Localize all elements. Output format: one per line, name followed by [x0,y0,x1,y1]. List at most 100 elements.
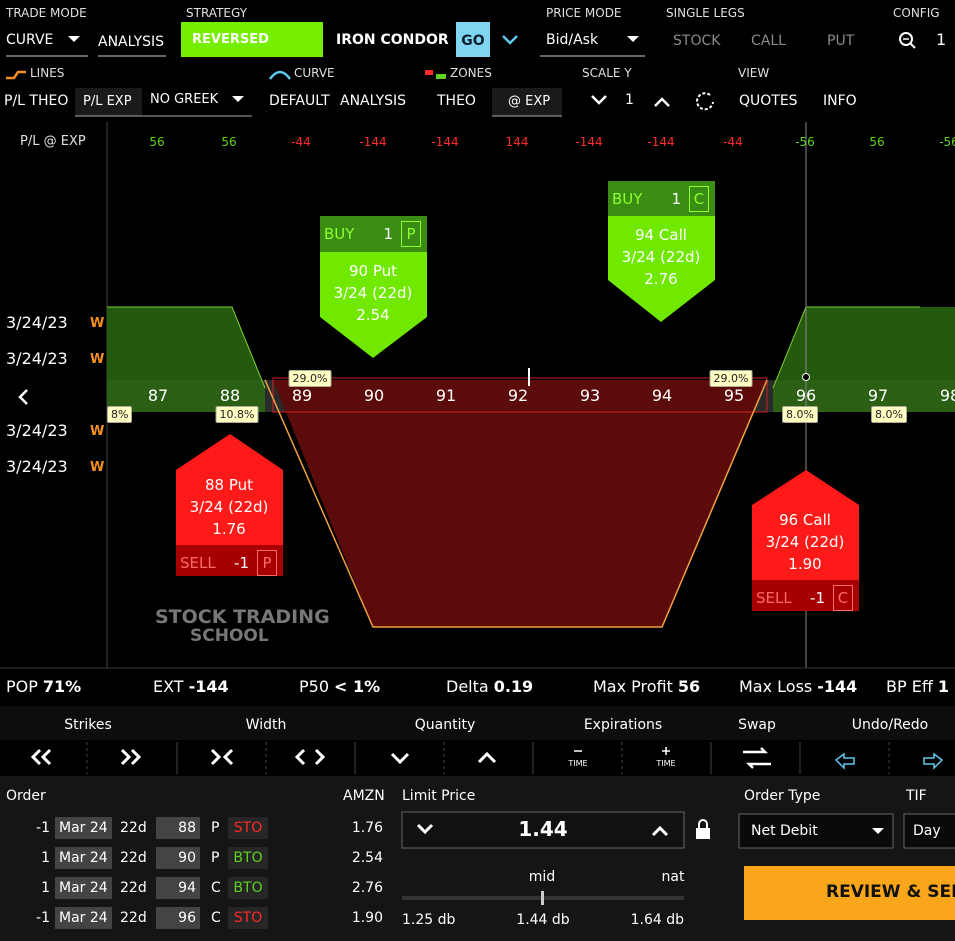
leg-body[interactable] [752,470,859,580]
option[interactable]: CALL [751,33,786,49]
label: TIF [906,788,927,804]
leg-detail: 88 Put [204,476,254,494]
leg-body[interactable] [320,252,427,358]
control-icons[interactable] [30,747,944,770]
option[interactable]: @ EXP [508,94,551,109]
limit-box[interactable] [401,811,685,849]
order-strike[interactable]: 96 [156,907,200,929]
leg-kind[interactable]: P [257,550,277,576]
scroll-left[interactable] [18,389,28,405]
option[interactable]: P/L EXP [83,94,132,109]
submit-text[interactable]: REVIEW & SEND [826,882,955,902]
option[interactable]: ANALYSIS [340,93,407,109]
weekly-flag: W [90,460,105,475]
control-label: Swap [738,717,776,733]
strike: 88 [219,386,241,405]
order-action[interactable]: BTO [228,847,268,869]
option[interactable]: DEFAULT [269,93,330,109]
option[interactable]: P/L THEO [4,93,69,109]
time-label[interactable]: TIME [568,759,588,768]
label: SINGLE LEGS [666,6,745,20]
order-action[interactable]: BTO [228,877,268,899]
pl-value: 56 [149,135,165,149]
strike: 94 [651,386,673,405]
stat-label: BP Eff 1 [886,677,949,696]
percent-label: 8.0% [782,406,818,423]
submit-button[interactable] [744,866,955,920]
chevron[interactable] [502,35,518,45]
stat-value: 1 [937,677,949,696]
option[interactable]: PUT [827,33,855,49]
time-label[interactable]: TIME [656,759,676,768]
dropdown[interactable]: NO GREEK [150,92,219,107]
leg-body[interactable] [176,434,283,545]
pl-value: -44 [723,135,743,149]
control-label: Undo/Redo [851,717,929,733]
zoom-icon[interactable] [899,32,913,46]
dropdown[interactable]: Bid/Ask [546,32,599,48]
option[interactable]: INFO [823,93,857,109]
watermark: SCHOOL [190,626,269,646]
leg-qty[interactable]: 1 [383,225,393,243]
leg-kind[interactable]: C [689,186,709,212]
order-days: 22d [120,820,147,836]
order-exp[interactable]: Mar 24 [55,817,112,839]
scale-arrows[interactable] [591,95,670,107]
order-action[interactable]: STO [228,907,268,929]
refresh-icon[interactable] [696,92,714,111]
order-exp[interactable]: Mar 24 [55,847,112,869]
dropdown[interactable]: Net Debit [751,823,818,839]
order-strike[interactable]: 88 [156,817,200,839]
slider-thumb[interactable] [541,891,544,905]
leg-qty[interactable]: -1 [234,554,249,572]
leg-body[interactable] [608,216,715,322]
label: ZONES [450,66,492,80]
reversed-button[interactable] [181,22,323,57]
order-exp[interactable]: Mar 24 [55,877,112,899]
go-button[interactable] [456,22,490,57]
leg-detail: 3/24 (22d) [333,284,413,302]
order-strike[interactable]: 90 [156,847,200,869]
leg-action[interactable]: SELL [756,589,792,607]
button-text[interactable]: REVERSED [192,32,269,47]
order-strike[interactable]: 94 [156,877,200,899]
dropdown[interactable]: CURVE [6,32,54,48]
leg-action[interactable]: BUY [612,190,643,208]
leg-qty[interactable]: 1 [671,190,681,208]
pl-value: -56 [939,135,955,149]
order-type-box[interactable] [738,813,894,849]
order-action[interactable]: STO [228,817,268,839]
watermark: STOCK TRADING [155,606,330,628]
leg-qty[interactable]: -1 [810,589,825,607]
leg-action[interactable]: SELL [180,554,216,572]
order-days: 22d [120,910,147,926]
lock-icon[interactable] [696,828,710,839]
stat-label: Delta 0.19 [446,677,534,696]
profit-zone [773,307,955,412]
order-type: P [211,820,220,836]
limit-arrows[interactable] [416,823,669,837]
go-text[interactable]: GO [461,33,485,49]
option[interactable]: THEO [437,93,476,109]
leg-kind[interactable]: P [401,221,421,247]
leg-action[interactable]: BUY [324,225,355,243]
leg-detail: 2.76 [644,270,678,288]
expiration: 3/24/23 [6,313,68,332]
dropdown-arrow[interactable] [872,828,884,834]
label: Limit Price [402,788,476,804]
order-type: C [211,880,221,896]
tab[interactable]: ANALYSIS [98,34,165,50]
loss-box [272,377,768,413]
leg-detail: 94 Call [635,226,687,244]
tif-box[interactable] [903,813,955,849]
label: TRADE MODE [6,6,87,20]
dropdown[interactable]: Day [913,823,941,839]
order-exp[interactable]: Mar 24 [55,907,112,929]
order-days: 22d [120,850,147,866]
stat-label: Max Loss -144 [739,677,858,696]
option[interactable]: STOCK [673,33,721,49]
option[interactable]: QUOTES [739,93,798,109]
leg-kind[interactable]: C [833,585,853,611]
controls-header [0,706,955,740]
